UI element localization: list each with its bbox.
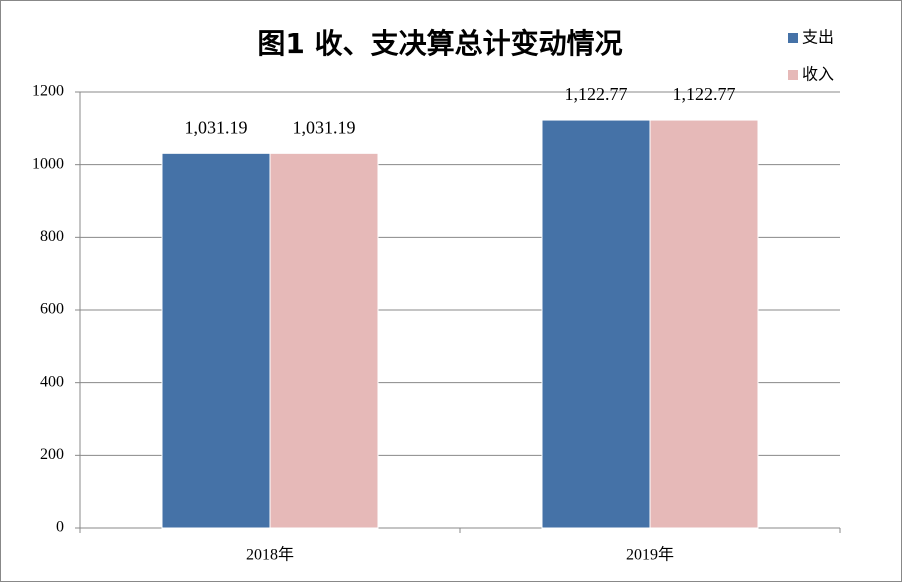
bar [269, 152, 379, 529]
chart-title: 图1 收、支决算总计变动情况 [257, 27, 622, 60]
y-tick-label: 0 [56, 519, 64, 536]
x-tick-label: 2019年 [626, 546, 674, 564]
legend-swatch [788, 33, 798, 43]
x-tick-label: 2018年 [246, 546, 294, 564]
y-tick-label: 200 [40, 446, 64, 463]
legend-swatch [788, 70, 798, 80]
bar [161, 152, 271, 529]
y-tick-label: 400 [40, 373, 64, 390]
y-tick-label: 1200 [32, 83, 64, 100]
y-tick-label: 1000 [32, 155, 64, 172]
y-tick-label: 800 [40, 228, 64, 245]
value-label: 1,122.77 [673, 84, 736, 104]
legend-label: 收入 [802, 65, 834, 84]
value-label: 1,122.77 [565, 84, 628, 104]
value-label: 1,031.19 [185, 117, 248, 137]
legend-label: 支出 [802, 28, 834, 47]
bar [649, 119, 759, 529]
bar [541, 119, 651, 529]
y-tick-label: 600 [40, 301, 64, 318]
value-label: 1,031.19 [293, 117, 356, 137]
